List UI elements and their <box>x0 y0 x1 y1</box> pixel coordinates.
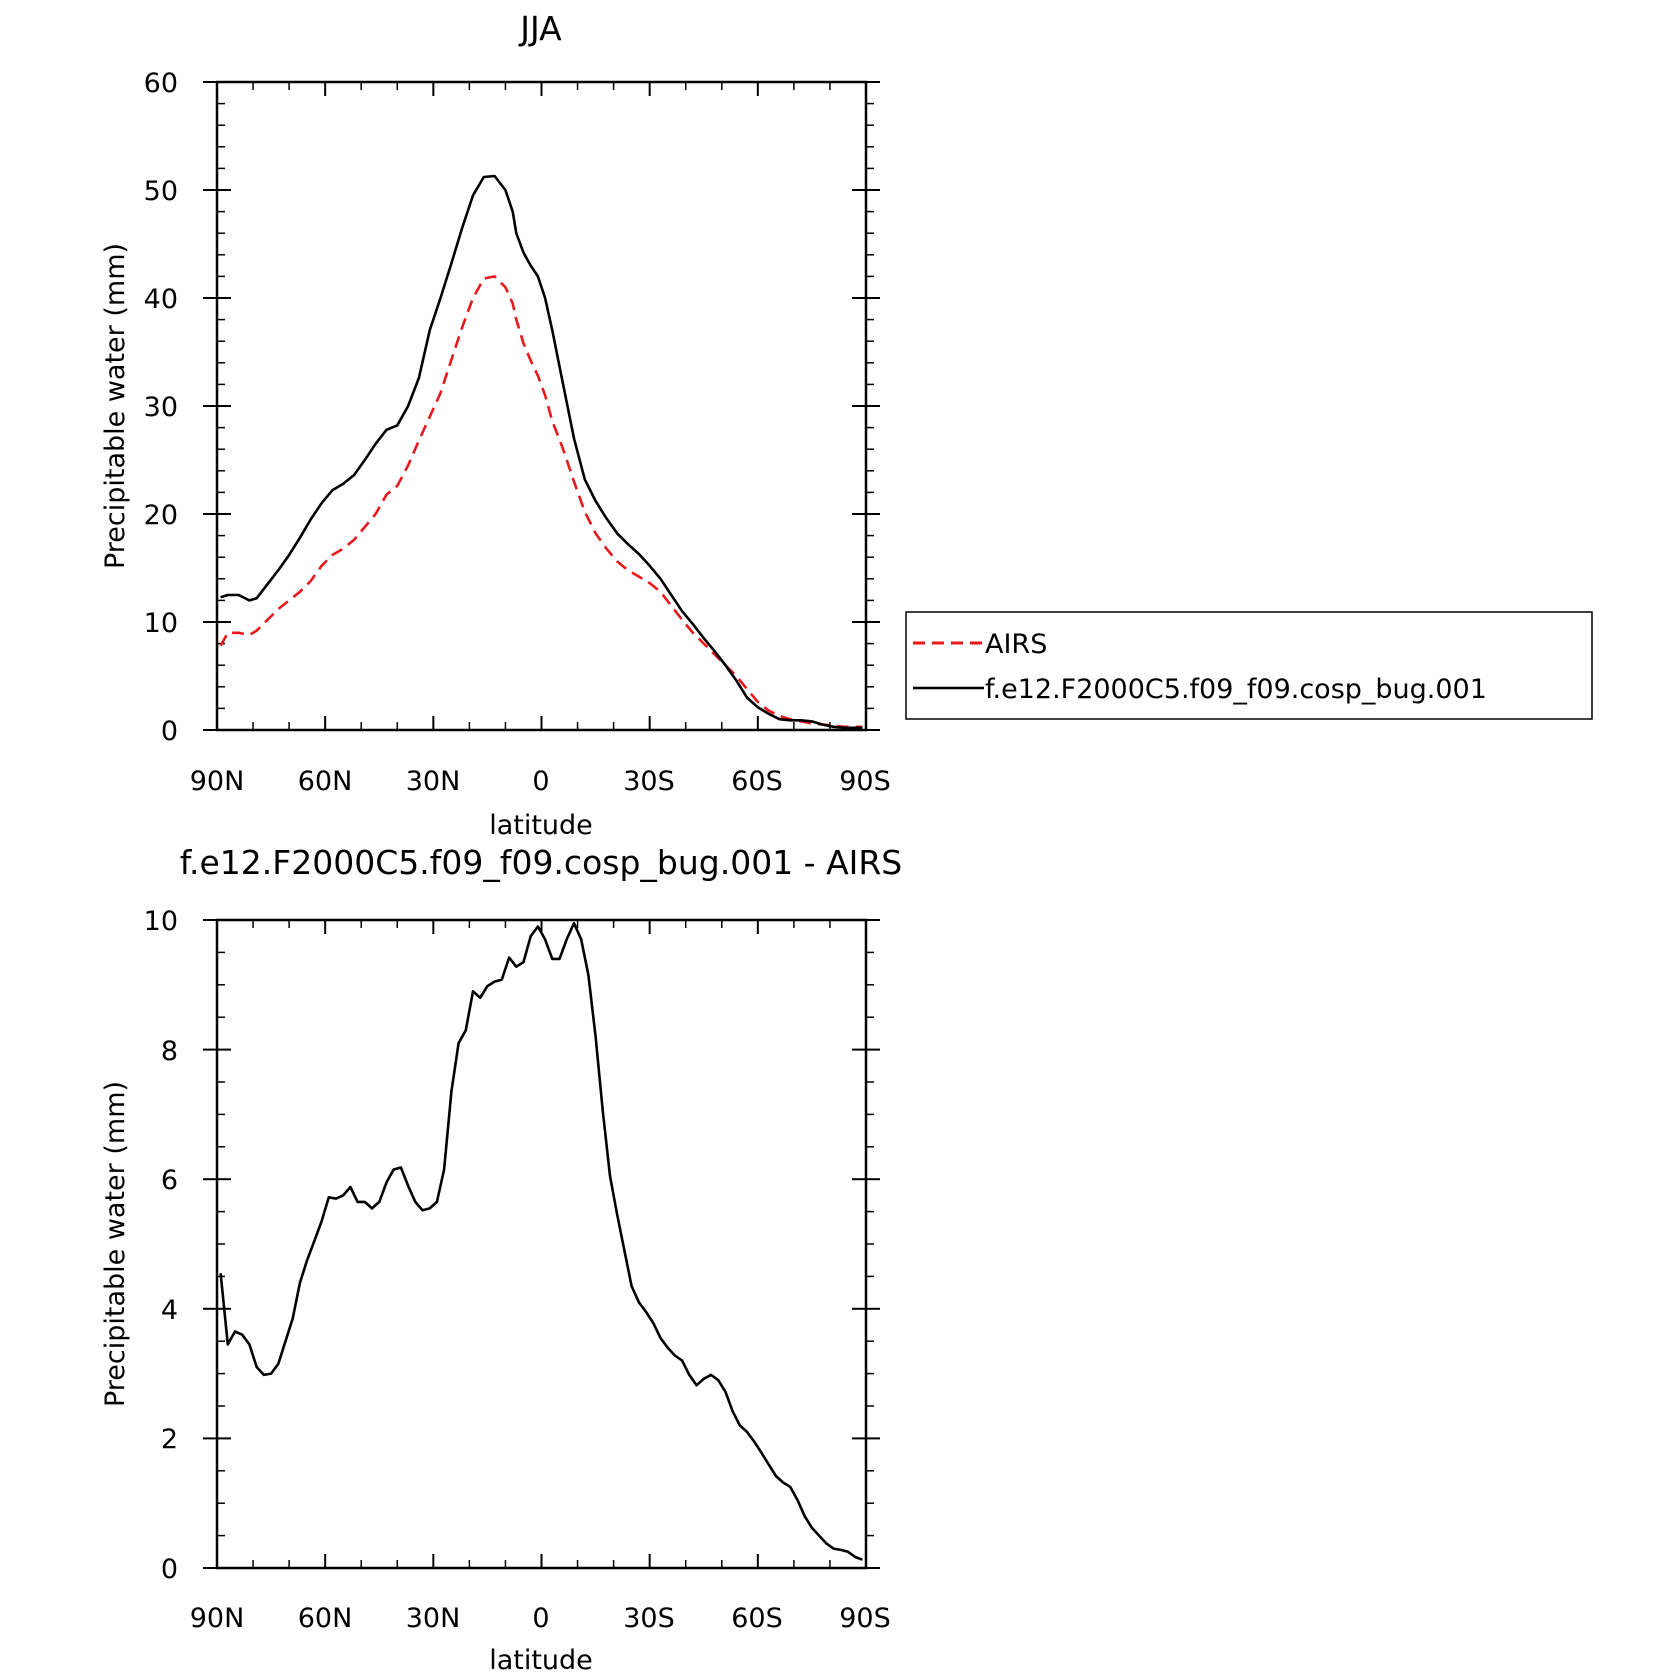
top-series-line-model <box>220 174 863 730</box>
top-panel: JJA 0 10 20 30 40 50 60 90N 60N 30N 0 30… <box>100 9 1593 841</box>
bottom-y-tick-label: 2 <box>161 1424 178 1455</box>
bottom-x-tick-label: 60S <box>731 1603 783 1634</box>
top-x-tick-label: 90S <box>839 766 891 797</box>
bottom-x-tick-label: 90N <box>190 1603 245 1634</box>
top-series-lines <box>219 174 863 730</box>
top-chart-title: JJA <box>518 9 562 48</box>
top-x-axis-title: latitude <box>489 810 593 841</box>
top-y-tick-label: 60 <box>144 68 178 99</box>
top-x-tick-labels: 90N 60N 30N 0 30S 60S 90S <box>190 766 891 797</box>
top-y-tick-label: 20 <box>144 500 178 531</box>
top-series-line-airs <box>219 275 863 729</box>
legend-box <box>905 611 1593 720</box>
bottom-x-tick-label: 60N <box>298 1603 353 1634</box>
bottom-x-tick-label: 30S <box>623 1603 675 1634</box>
bottom-series-line-model <box>219 921 863 1561</box>
bottom-x-tick-label: 90S <box>839 1603 891 1634</box>
bottom-y-tick-label: 6 <box>161 1165 178 1196</box>
bottom-y-tick-labels: 0 2 4 6 8 10 <box>144 906 178 1585</box>
top-y-axis-title: Precipitable water (mm) <box>100 243 131 569</box>
bottom-ticks <box>203 919 880 1569</box>
bottom-panel: f.e12.F2000C5.f09_f09.cosp_bug.001 - AIR… <box>100 843 902 1674</box>
top-x-tick-label: 90N <box>190 766 245 797</box>
top-y-tick-label: 0 <box>161 716 178 747</box>
bottom-x-tick-label: 30N <box>406 1603 461 1634</box>
bottom-y-tick-label: 0 <box>161 1554 178 1585</box>
top-ticks <box>203 81 880 731</box>
top-x-tick-label: 30S <box>623 766 675 797</box>
bottom-y-axis-title: Precipitable water (mm) <box>100 1081 131 1407</box>
bottom-x-tick-label: 0 <box>532 1603 549 1634</box>
top-plot-frame <box>215 80 868 732</box>
bottom-y-tick-label: 8 <box>161 1036 178 1067</box>
bottom-y-tick-label: 10 <box>144 906 178 937</box>
top-y-tick-label: 40 <box>144 284 178 315</box>
legend-label-airs: AIRS <box>985 629 1047 660</box>
top-y-tick-labels: 0 10 20 30 40 50 60 <box>144 68 178 747</box>
top-x-tick-label: 60S <box>731 766 783 797</box>
bottom-x-tick-labels: 90N 60N 30N 0 30S 60S 90S <box>190 1603 891 1634</box>
legend: AIRS f.e12.F2000C5.f09_f09.cosp_bug.001 <box>905 611 1593 720</box>
bottom-series-lines <box>219 921 863 1561</box>
top-x-tick-label: 60N <box>298 766 353 797</box>
top-x-tick-label: 30N <box>406 766 461 797</box>
top-y-tick-label: 30 <box>144 392 178 423</box>
top-y-tick-label: 50 <box>144 176 178 207</box>
bottom-y-tick-label: 4 <box>161 1295 178 1326</box>
top-x-tick-label: 0 <box>532 766 549 797</box>
bottom-chart-title: f.e12.F2000C5.f09_f09.cosp_bug.001 - AIR… <box>180 843 903 882</box>
bottom-x-axis-title: latitude <box>489 1645 593 1674</box>
legend-label-model: f.e12.F2000C5.f09_f09.cosp_bug.001 <box>985 674 1487 705</box>
top-y-tick-label: 10 <box>144 608 178 639</box>
